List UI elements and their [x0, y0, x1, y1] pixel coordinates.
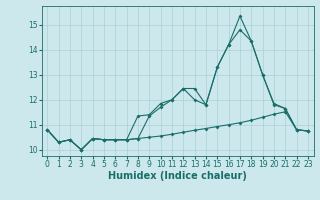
X-axis label: Humidex (Indice chaleur): Humidex (Indice chaleur)	[108, 171, 247, 181]
